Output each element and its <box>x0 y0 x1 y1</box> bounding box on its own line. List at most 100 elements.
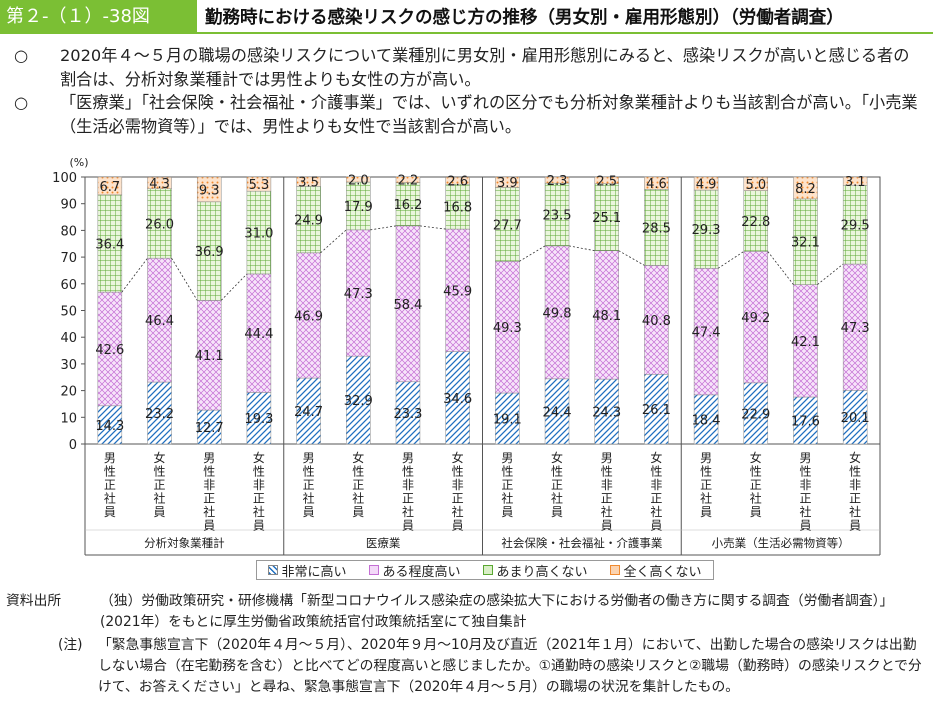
data-label: 27.7 <box>493 218 522 233</box>
category-label-char: 員 <box>601 519 613 533</box>
data-label: 17.9 <box>344 200 373 215</box>
bar-segment <box>296 252 321 379</box>
data-label: 29.3 <box>692 223 721 238</box>
source-label: 資料出所 <box>6 593 62 609</box>
bar-segment <box>395 225 421 383</box>
category-label-char: 女 <box>253 450 265 465</box>
bar-segment <box>395 182 421 227</box>
bar-segment <box>445 177 470 185</box>
category-label-char: 正 <box>700 478 712 492</box>
category-label-char: 員 <box>700 505 712 519</box>
group-label: 社会保険・社会福祉・介護事業 <box>501 536 662 550</box>
category-label-char: 員 <box>104 505 116 519</box>
note-label: (注) <box>58 637 83 653</box>
category-label-char: 社 <box>203 504 215 519</box>
category-label-char: 女 <box>551 450 563 465</box>
data-label: 47.3 <box>841 321 870 336</box>
chart-legend: 非常に高い ある程度高い あまり高くない 全く高くない <box>256 560 714 580</box>
group-label: 小売業（生活必需物資等） <box>712 536 850 550</box>
note-line: (注) 「緊急事態宣言下（2020年４月～５月）、2020年９月～10月及び直近… <box>6 635 926 698</box>
category-label-char: 員 <box>253 519 265 533</box>
data-label: 46.4 <box>145 314 174 329</box>
data-label: 3.1 <box>845 175 866 190</box>
bar-segment <box>793 176 818 200</box>
legend-swatch <box>610 565 621 575</box>
category-label-char: 社 <box>352 491 364 506</box>
data-label: 47.3 <box>344 287 373 302</box>
bar-segment <box>495 392 520 445</box>
data-label: 29.5 <box>841 219 870 234</box>
category-label-char: 員 <box>799 519 811 533</box>
bar-segment <box>793 284 818 398</box>
group-label: 医療業 <box>366 536 401 550</box>
legend-item-somewhat-high: ある程度高い <box>369 561 461 580</box>
legend-swatch <box>268 565 279 575</box>
connector-line <box>767 251 794 285</box>
connector-line <box>717 251 745 269</box>
connector-line <box>370 225 397 231</box>
y-tick-label: 10 <box>60 411 77 426</box>
bar-segment <box>793 396 818 445</box>
category-label-char: 男 <box>203 451 215 465</box>
data-label: 18.4 <box>692 413 721 428</box>
bar-segment <box>246 190 272 275</box>
bar-segment <box>743 382 769 445</box>
y-tick-label: 40 <box>60 331 77 346</box>
bar-segment <box>196 300 222 411</box>
category-label-char: 性 <box>253 465 265 479</box>
bar-segment <box>346 355 371 445</box>
bar-segment <box>147 257 172 383</box>
category-label-char: 性 <box>104 465 116 479</box>
bullet-text: 2020年４～５月の職場の感染リスクについて業種別に男女別・雇用形態別にみると、… <box>60 46 910 89</box>
bar-segment <box>842 263 868 391</box>
connector-line <box>817 263 844 285</box>
data-label: 24.4 <box>543 405 572 420</box>
data-label: 2.2 <box>398 174 419 189</box>
bar-segment <box>693 189 719 269</box>
bullet-mark: ○ <box>14 46 29 65</box>
bar-segment <box>445 228 470 352</box>
category-label-char: 正 <box>104 478 116 492</box>
data-label: 31.0 <box>244 227 273 242</box>
connector-line <box>519 245 546 262</box>
category-label-char: 社 <box>650 504 662 519</box>
bar-segment <box>196 176 222 203</box>
summary-bullet-2: ○ 「医療業」「社会保険・社会福祉・介護事業」では、いずれの区分でも分析対象業種… <box>14 91 919 138</box>
category-label-char: 正 <box>601 492 613 506</box>
category-label-char: 非 <box>452 478 464 492</box>
data-label: 23.3 <box>393 407 422 422</box>
data-label: 2.6 <box>447 175 468 190</box>
data-label: 49.2 <box>741 311 770 326</box>
bar-segment <box>346 181 371 231</box>
data-label: 22.9 <box>741 407 770 422</box>
y-tick-label: 30 <box>60 358 77 373</box>
category-label-char: 男 <box>402 451 414 465</box>
data-label: 58.4 <box>393 298 422 313</box>
bar-segment <box>842 185 868 265</box>
category-label-char: 社 <box>303 491 315 506</box>
category-label-char: 女 <box>650 450 662 465</box>
category-label-char: 性 <box>203 465 215 479</box>
category-label-char: 非 <box>203 478 215 492</box>
y-tick-label: 20 <box>60 385 77 400</box>
data-label: 19.3 <box>244 412 273 427</box>
y-tick-label: 80 <box>60 224 77 239</box>
bar-segment <box>693 268 719 396</box>
category-label-char: 非 <box>253 478 265 492</box>
category-label-char: 女 <box>452 450 464 465</box>
data-label: 4.6 <box>646 177 667 192</box>
data-label: 2.0 <box>348 173 369 188</box>
category-label-char: 性 <box>799 465 811 479</box>
data-label: 2.5 <box>596 174 617 189</box>
legend-label: あまり高くない <box>496 564 588 580</box>
bar-segment <box>842 176 868 186</box>
y-tick-label: 90 <box>60 198 77 213</box>
data-label: 32.9 <box>344 394 373 409</box>
bar-segment <box>395 176 421 183</box>
bar-segment <box>544 245 570 380</box>
category-label-char: 性 <box>303 465 315 479</box>
bar-segment <box>544 176 570 184</box>
data-label: 45.9 <box>443 284 472 299</box>
data-label: 23.2 <box>145 407 174 422</box>
category-label-char: 性 <box>601 465 613 479</box>
